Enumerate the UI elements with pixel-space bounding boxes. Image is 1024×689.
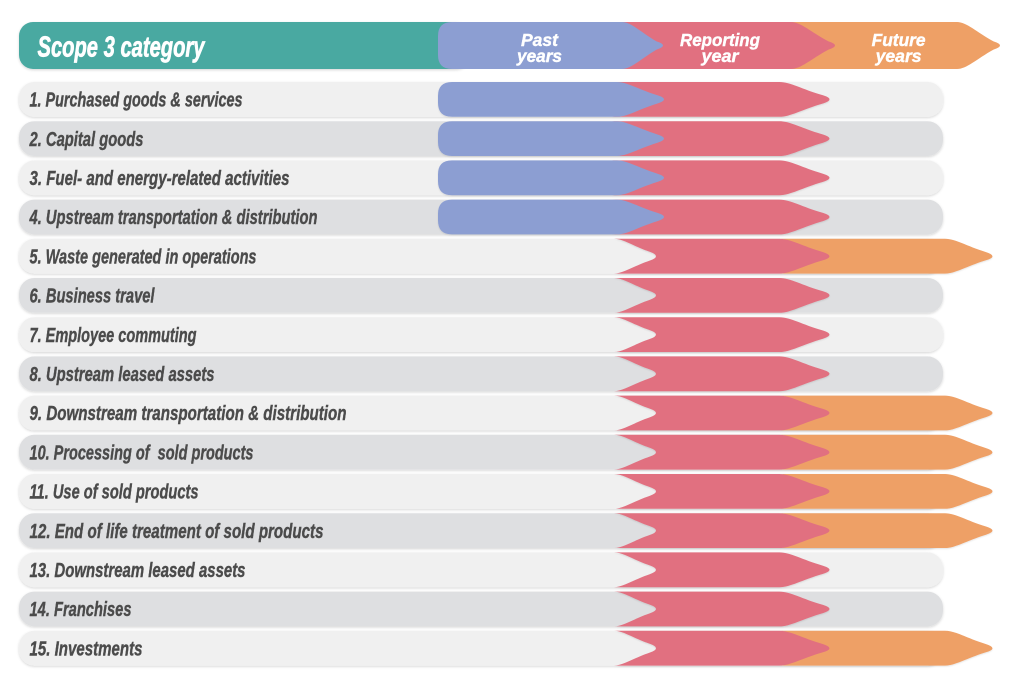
svg-text:8. Upstream leased assets: 8. Upstream leased assets [30, 364, 215, 386]
svg-text:6. Business travel: 6. Business travel [30, 286, 155, 308]
svg-text:Future: Future [872, 30, 926, 50]
svg-text:5. Waste generated in operatio: 5. Waste generated in operations [30, 246, 257, 268]
svg-text:13. Downstream leased assets: 13. Downstream leased assets [30, 560, 246, 582]
svg-text:7. Employee commuting: 7. Employee commuting [30, 325, 197, 347]
svg-text:1. Purchased goods & services: 1. Purchased goods & services [30, 90, 243, 112]
svg-text:10. Processing of sold produc: 10. Processing of sold products [30, 442, 254, 464]
svg-text:12. End of life treatment of s: 12. End of life treatment of sold produc… [30, 521, 324, 543]
svg-text:9. Downstream transportation &: 9. Downstream transportation & distribut… [30, 403, 347, 425]
svg-text:4. Upstream transportation & d: 4. Upstream transportation & distributio… [29, 207, 318, 229]
svg-text:years: years [516, 46, 562, 66]
svg-text:2. Capital goods: 2. Capital goods [29, 129, 144, 151]
svg-text:11. Use of sold products: 11. Use of sold products [30, 482, 199, 504]
svg-text:Past: Past [521, 30, 559, 50]
svg-text:year: year [700, 46, 739, 66]
svg-text:years: years [875, 46, 922, 66]
svg-text:15. Investments: 15. Investments [30, 638, 143, 660]
svg-text:Reporting: Reporting [680, 30, 760, 50]
svg-text:Scope 3 category: Scope 3 category [38, 32, 206, 64]
svg-text:14. Franchises: 14. Franchises [30, 599, 132, 621]
svg-text:3. Fuel- and energy-related ac: 3. Fuel- and energy-related activities [30, 168, 290, 190]
